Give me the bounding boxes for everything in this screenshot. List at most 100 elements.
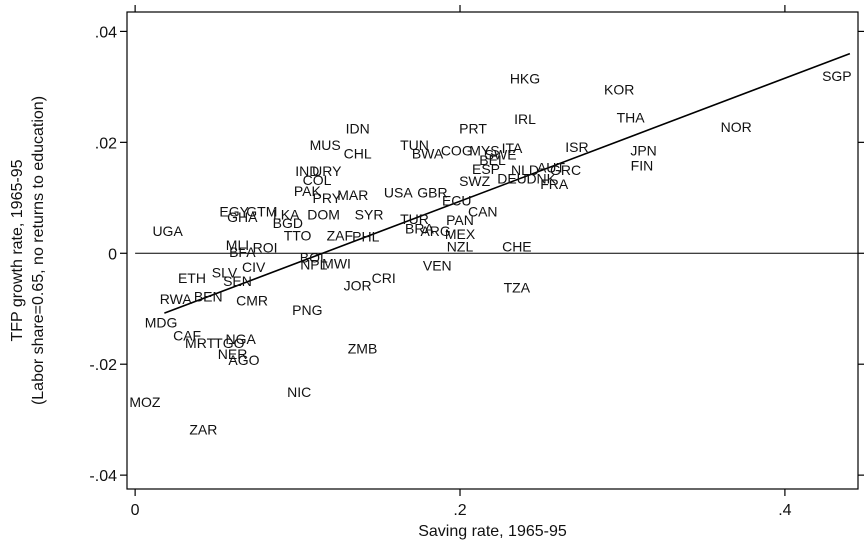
point-label-ind: IND xyxy=(295,163,319,179)
point-label-phl: PHL xyxy=(352,229,379,245)
point-label-tgo: TGO xyxy=(214,335,244,351)
point-label-deu: DEU xyxy=(497,170,527,186)
point-label-nic: NIC xyxy=(287,384,311,400)
point-label-hkg: HKG xyxy=(510,71,540,87)
plot-area-border xyxy=(126,11,859,490)
point-label-cri: CRI xyxy=(372,270,396,286)
point-label-idn: IDN xyxy=(346,120,370,136)
point-label-mdg: MDG xyxy=(145,315,178,331)
point-label-pan: PAN xyxy=(446,212,474,228)
point-label-jor: JOR xyxy=(344,277,372,293)
plot-frame xyxy=(126,11,859,490)
point-label-bfa: BFA xyxy=(229,244,256,260)
point-label-pry: PRY xyxy=(313,190,342,206)
point-label-ago: AGO xyxy=(228,352,259,368)
point-label-irl: IRL xyxy=(514,111,536,127)
point-label-uga: UGA xyxy=(152,223,183,239)
point-label-fra: FRA xyxy=(540,176,569,192)
point-label-bel: BEL xyxy=(479,152,506,168)
point-label-can: CAN xyxy=(468,204,498,220)
point-label-sen: SEN xyxy=(223,273,252,289)
point-label-zar: ZAR xyxy=(189,422,217,438)
x-tick-label: .4 xyxy=(778,502,791,519)
point-label-png: PNG xyxy=(292,302,322,318)
y-axis-subtitle: (Labor share=0.65, no returns to educati… xyxy=(30,96,47,405)
y-tick-label: .02 xyxy=(95,135,117,152)
y-tick-label: -.04 xyxy=(89,468,117,485)
point-label-ita: ITA xyxy=(502,140,523,156)
point-label-usa: USA xyxy=(384,184,413,200)
point-label-syr: SYR xyxy=(355,206,384,222)
point-label-sgp: SGP xyxy=(822,68,852,84)
point-label-tur: TUR xyxy=(400,211,429,227)
point-label-gtm: GTM xyxy=(246,204,277,220)
x-tick-label: 0 xyxy=(131,502,140,519)
point-label-esp: ESP xyxy=(472,161,500,177)
point-label-tto: TTO xyxy=(284,228,312,244)
point-label-npl: NPL xyxy=(300,256,327,272)
point-label-ben: BEN xyxy=(194,289,223,305)
point-label-swz: SWZ xyxy=(459,173,491,189)
point-label-che: CHE xyxy=(502,239,532,255)
point-label-isr: ISR xyxy=(565,139,588,155)
point-label-nld: NLD xyxy=(511,162,539,178)
point-label-mus: MUS xyxy=(310,137,341,153)
point-label-grc: GRC xyxy=(550,162,581,178)
y-tick-label: -.02 xyxy=(89,357,117,374)
point-label-cog: COG xyxy=(441,143,473,159)
point-label-bol: BOL xyxy=(300,250,328,266)
point-label-nzl: NZL xyxy=(447,239,474,255)
point-label-arg: ARG xyxy=(420,223,450,239)
point-label-kor: KOR xyxy=(604,82,634,98)
point-label-ecu: ECU xyxy=(442,193,472,209)
point-label-dnk: DNK xyxy=(526,170,556,186)
x-tick-label: .2 xyxy=(453,502,466,519)
point-label-bwa: BWA xyxy=(412,145,444,161)
point-label-eth: ETH xyxy=(178,270,206,286)
point-label-mar: MAR xyxy=(337,187,368,203)
fit-line-group xyxy=(164,52,851,314)
x-axis-title: Saving rate, 1965-95 xyxy=(418,523,567,540)
point-label-lka: LKA xyxy=(273,206,300,222)
point-label-dom: DOM xyxy=(307,206,340,222)
point-label-zmb: ZMB xyxy=(348,341,378,357)
point-label-jpn: JPN xyxy=(630,143,656,159)
y-tick-label: 0 xyxy=(108,246,117,263)
point-label-rwa: RWA xyxy=(160,291,193,307)
point-label-moz: MOZ xyxy=(129,394,161,410)
y-tick-label: .04 xyxy=(95,24,117,41)
point-label-roi: ROI xyxy=(253,240,278,256)
point-label-fin: FIN xyxy=(631,158,654,174)
point-label-civ: CIV xyxy=(242,259,266,275)
point-label-mwi: MWI xyxy=(322,255,351,271)
point-label-caf: CAF xyxy=(173,327,201,343)
point-label-mex: MEX xyxy=(445,226,476,242)
point-label-tha: THA xyxy=(617,109,646,125)
point-label-egy: EGY xyxy=(219,204,249,220)
point-label-tza: TZA xyxy=(504,280,531,296)
point-label-mli: MLI xyxy=(226,237,249,253)
point-label-nor: NOR xyxy=(721,119,752,135)
point-label-ven: VEN xyxy=(423,257,452,273)
axis-ticks-group: 0 .2 .4 .04 .02 0 -.02 -.04 xyxy=(89,5,864,519)
point-label-slv: SLV xyxy=(212,265,238,281)
point-label-mrt: MRT xyxy=(185,335,216,351)
point-label-tun: TUN xyxy=(400,137,429,153)
point-label-chl: CHL xyxy=(344,145,372,161)
point-label-cmr: CMR xyxy=(236,292,268,308)
point-label-ury: URY xyxy=(312,163,342,179)
point-label-col: COL xyxy=(303,172,332,188)
point-label-mys: MYS xyxy=(469,143,499,159)
regression-fit-line xyxy=(164,52,851,314)
point-label-pak: PAK xyxy=(294,183,322,199)
point-label-bra: BRA xyxy=(405,220,434,236)
point-label-gha: GHA xyxy=(227,209,258,225)
y-axis-title: TFP growth rate, 1965-95 xyxy=(9,159,26,341)
point-label-aut: AUT xyxy=(537,159,565,175)
point-label-ner: NER xyxy=(218,346,248,362)
point-label-gbr: GBR xyxy=(417,184,447,200)
point-label-swe: SWE xyxy=(485,147,517,163)
